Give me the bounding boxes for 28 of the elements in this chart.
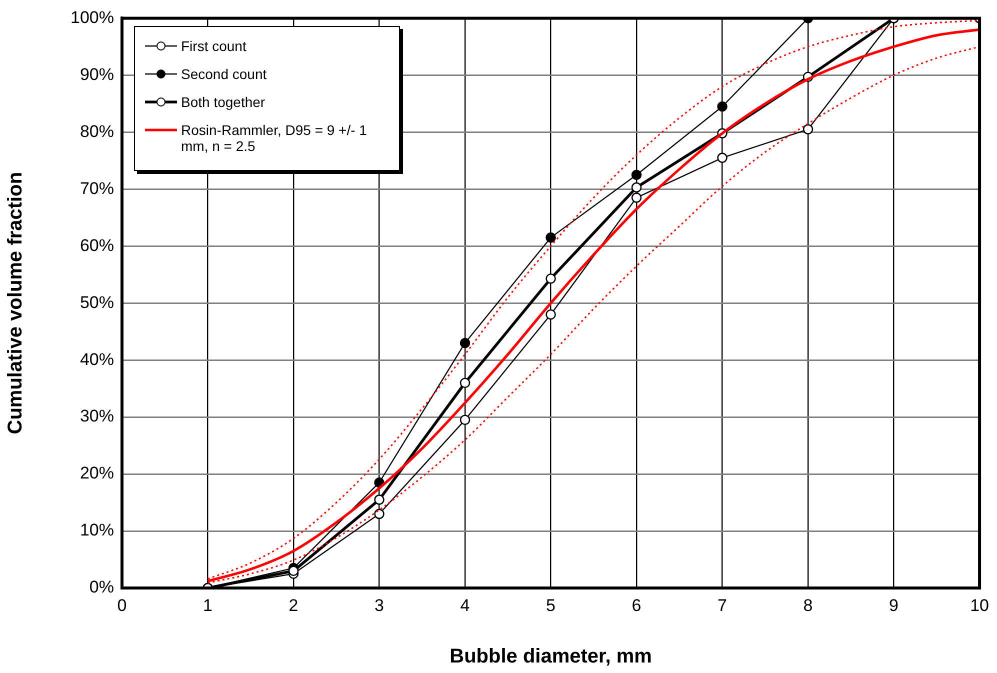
y-tick-label: 70% — [80, 178, 114, 198]
x-tick-label: 7 — [718, 596, 728, 615]
y-tick-label: 80% — [80, 122, 114, 141]
y-tick-label: 20% — [80, 464, 114, 483]
y-tick-label: 40% — [80, 350, 114, 369]
x-tick-label: 6 — [632, 596, 642, 615]
y-axis-title: Cumulative volume fraction — [4, 172, 27, 434]
x-tick-label: 9 — [889, 596, 899, 615]
y-tick-label: 60% — [80, 236, 114, 255]
x-axis-title: Bubble diameter, mm — [450, 646, 652, 668]
x-tick-label: 0 — [117, 596, 127, 615]
x-tick-label: 2 — [288, 596, 298, 615]
legend-label: Rosin-Rammler, D95 = 9 +/- 1 mm, n = 2.5 — [181, 122, 368, 154]
x-tick-label: 10 — [970, 596, 990, 615]
y-tick-label: 10% — [80, 520, 114, 540]
y-tick-label: 30% — [80, 406, 114, 426]
x-tick-label: 5 — [546, 596, 556, 615]
legend-label: Second count — [181, 66, 267, 82]
y-tick-label: 0% — [89, 578, 114, 597]
y-tick-label: 100% — [70, 8, 114, 27]
y-tick-label: 90% — [80, 64, 114, 84]
x-tick-label: 4 — [460, 596, 470, 615]
x-tick-label: 8 — [803, 596, 813, 615]
legend-label: Both together — [181, 94, 266, 110]
x-tick-label: 3 — [374, 596, 384, 615]
y-tick-label: 50% — [80, 292, 114, 312]
x-tick-label: 1 — [203, 596, 212, 615]
legend-label: First count — [181, 38, 246, 54]
